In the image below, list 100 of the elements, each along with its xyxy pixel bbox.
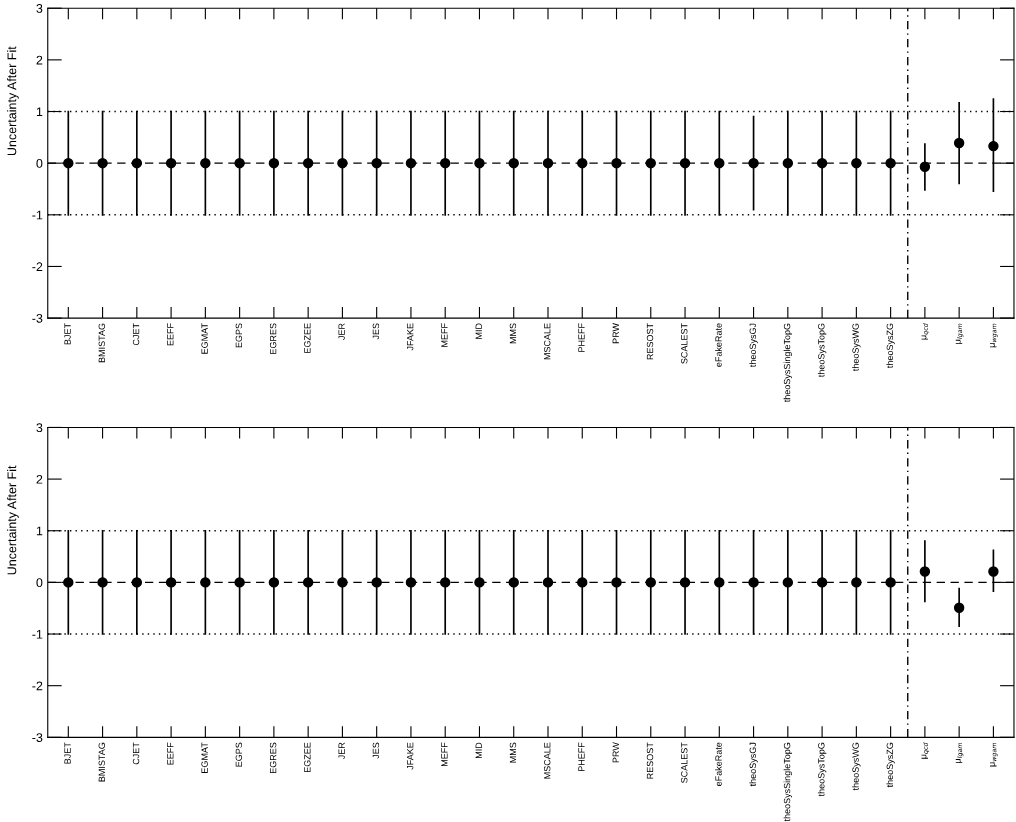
- x-tick-label: μ$_{qcd}$: [921, 323, 930, 340]
- x-tick-label: PRW: [612, 742, 619, 763]
- point: [508, 577, 519, 588]
- y-tick-label: 2: [36, 474, 43, 484]
- x-tick-label: MSCALE: [544, 742, 551, 779]
- x-tick-label: CJET: [132, 323, 140, 346]
- point: [131, 577, 143, 588]
- x-tick-label: μ$_{qcd}$: [921, 742, 930, 759]
- x-tick-label: PRW: [612, 323, 619, 344]
- x-tick-label: SCALEST: [681, 323, 688, 364]
- point: [474, 157, 485, 169]
- x-tick-label: MID: [475, 742, 482, 758]
- y-axis-title: Uncertainty After Fit: [7, 465, 19, 575]
- x-tick-label: theoSysGJ: [749, 323, 758, 367]
- y-tick-label: -1: [32, 629, 43, 639]
- point: [748, 157, 759, 169]
- point: [302, 157, 314, 169]
- point: [953, 602, 965, 613]
- x-tick-label: JER: [338, 742, 345, 760]
- y-axis-title: Uncertainty After Fit: [7, 46, 19, 156]
- point: [508, 157, 519, 169]
- point: [405, 577, 417, 588]
- point: [919, 161, 931, 172]
- x-tick-label: theoSysTopG: [817, 742, 827, 797]
- point: [645, 577, 656, 588]
- x-tick-label: μ$_{wgam}$: [990, 742, 998, 767]
- x-tick-label: RESOST: [646, 742, 654, 779]
- point: [577, 157, 588, 169]
- point: [131, 157, 143, 169]
- x-tick-label: EGMAT: [201, 323, 208, 354]
- x-tick-label: theoSysWG: [852, 323, 861, 371]
- y-tick-label: 0: [36, 158, 43, 168]
- point: [439, 157, 451, 169]
- point: [953, 137, 965, 149]
- y-tick-label: 0: [36, 578, 43, 588]
- point: [371, 577, 382, 588]
- point: [165, 157, 177, 169]
- x-tick-label: eFakeRate: [715, 323, 722, 367]
- point: [234, 577, 245, 588]
- x-tick-label: EGRES: [269, 742, 277, 774]
- point: [542, 157, 554, 169]
- point: [542, 577, 554, 588]
- x-tick-label: EGPS: [235, 323, 243, 348]
- point: [782, 577, 794, 588]
- point: [714, 157, 725, 169]
- x-tick-label: EGMAT: [201, 742, 208, 773]
- y-tick-label: 3: [36, 4, 43, 13]
- point: [816, 577, 828, 588]
- point: [988, 140, 999, 152]
- x-tick-label: CJET: [132, 742, 140, 765]
- point: [371, 157, 382, 169]
- x-tick-label: BJET: [64, 323, 71, 345]
- y-tick-label: 1: [36, 107, 43, 117]
- x-tick-label: EGPS: [235, 742, 243, 767]
- point: [302, 577, 314, 588]
- x-tick-label: PHEFF: [578, 742, 585, 772]
- x-tick-label: μ$_{lgam}$: [955, 742, 964, 763]
- point: [439, 577, 451, 588]
- x-tick-label: JES: [372, 323, 380, 340]
- point: [405, 157, 417, 169]
- x-tick-label: EGRES: [269, 323, 277, 354]
- x-tick-label: theoSysSingleTopG: [783, 323, 793, 403]
- point: [988, 566, 999, 577]
- point: [337, 157, 348, 169]
- x-tick-label: MMS: [509, 742, 517, 763]
- point: [234, 157, 245, 169]
- point: [200, 157, 211, 169]
- x-tick-label: theoSysSingleTopG: [783, 742, 793, 822]
- x-tick-label: theoSysZG: [886, 323, 895, 368]
- x-tick-label: theoSysGJ: [749, 742, 758, 787]
- x-tick-label: μ$_{lgam}$: [955, 323, 964, 344]
- point: [645, 157, 656, 169]
- x-tick-label: EEFF: [167, 742, 174, 765]
- y-tick-label: 2: [36, 55, 43, 65]
- x-tick-label: PHEFF: [578, 323, 585, 352]
- point: [97, 577, 108, 588]
- point: [337, 577, 348, 588]
- point: [885, 577, 896, 588]
- x-tick-label: MEFF: [441, 323, 448, 347]
- x-tick-label: MSCALE: [544, 323, 551, 360]
- x-tick-label: MID: [475, 323, 482, 339]
- point: [611, 157, 622, 169]
- x-tick-label: MMS: [509, 323, 517, 344]
- point: [816, 157, 828, 169]
- point: [851, 157, 862, 169]
- x-tick-label: BJET: [64, 742, 71, 764]
- x-tick-label: SCALEST: [681, 742, 688, 783]
- x-tick-label: RESOST: [646, 323, 654, 360]
- point: [714, 577, 725, 588]
- point: [782, 157, 794, 169]
- point: [885, 157, 896, 169]
- y-tick-label: 1: [36, 526, 43, 536]
- point: [611, 577, 622, 588]
- point: [679, 157, 691, 169]
- x-tick-label: BMISTAG: [98, 323, 105, 363]
- y-tick-label: -1: [32, 210, 43, 220]
- y-tick-label: -3: [32, 733, 43, 742]
- x-tick-label: EEFF: [167, 323, 174, 346]
- x-tick-label: EGZEE: [304, 742, 311, 773]
- point: [577, 577, 588, 588]
